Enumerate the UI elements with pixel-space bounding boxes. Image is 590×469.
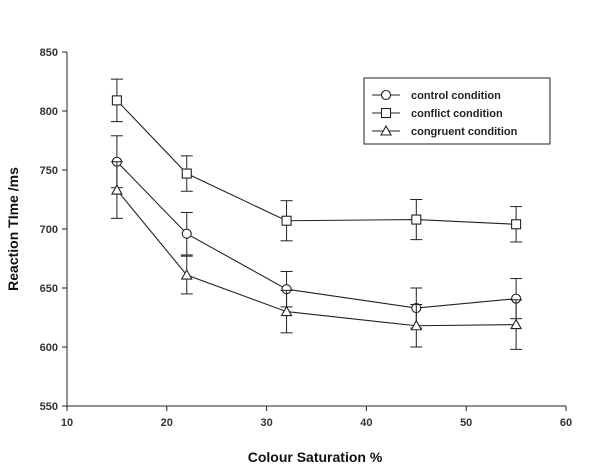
x-tick-label: 10 [61, 417, 73, 429]
y-tick-label: 800 [40, 106, 58, 118]
legend-label: congruent condition [411, 126, 518, 138]
data-point [510, 318, 523, 330]
x-tick-label: 20 [161, 417, 173, 429]
data-point [181, 168, 192, 179]
data-point [180, 268, 193, 280]
legend-marker [380, 89, 392, 101]
x-tick-label: 60 [560, 417, 572, 429]
data-point [280, 305, 293, 317]
legend-marker [380, 124, 392, 136]
series-triangle [110, 161, 523, 350]
data-point [410, 319, 423, 331]
series-layer [110, 78, 523, 350]
y-tick-label: 750 [40, 165, 58, 177]
legend-marker [380, 107, 392, 119]
legend-box [363, 77, 551, 145]
data-point [411, 214, 422, 225]
data-point [110, 183, 123, 195]
data-point [281, 215, 292, 226]
legend-label: control condition [411, 90, 501, 102]
data-point [181, 228, 192, 239]
series-line [116, 161, 517, 309]
y-tick-label: 650 [40, 283, 58, 295]
x-tick-label: 30 [260, 417, 272, 429]
y-axis-title: Reaction TIme /ms [5, 167, 21, 291]
x-tick-label: 50 [460, 417, 472, 429]
series-line [116, 189, 517, 327]
y-tick-label: 700 [40, 224, 58, 236]
ticks: 10 20 30 40 50 60 550 600 650 700 750 800 850 [40, 47, 572, 429]
legend: control condition conflict condition congr… [363, 77, 551, 145]
legend-label: conflict condition [411, 108, 503, 120]
x-axis-title: Colour Saturation % [248, 449, 383, 465]
series-square [110, 78, 523, 243]
y-tick-label: 850 [40, 47, 58, 59]
y-tick-label: 600 [40, 342, 58, 354]
y-tick-label: 550 [40, 401, 58, 413]
data-point [111, 95, 122, 106]
series-circle [110, 135, 523, 329]
data-point [511, 219, 522, 230]
x-tick-label: 40 [360, 417, 372, 429]
